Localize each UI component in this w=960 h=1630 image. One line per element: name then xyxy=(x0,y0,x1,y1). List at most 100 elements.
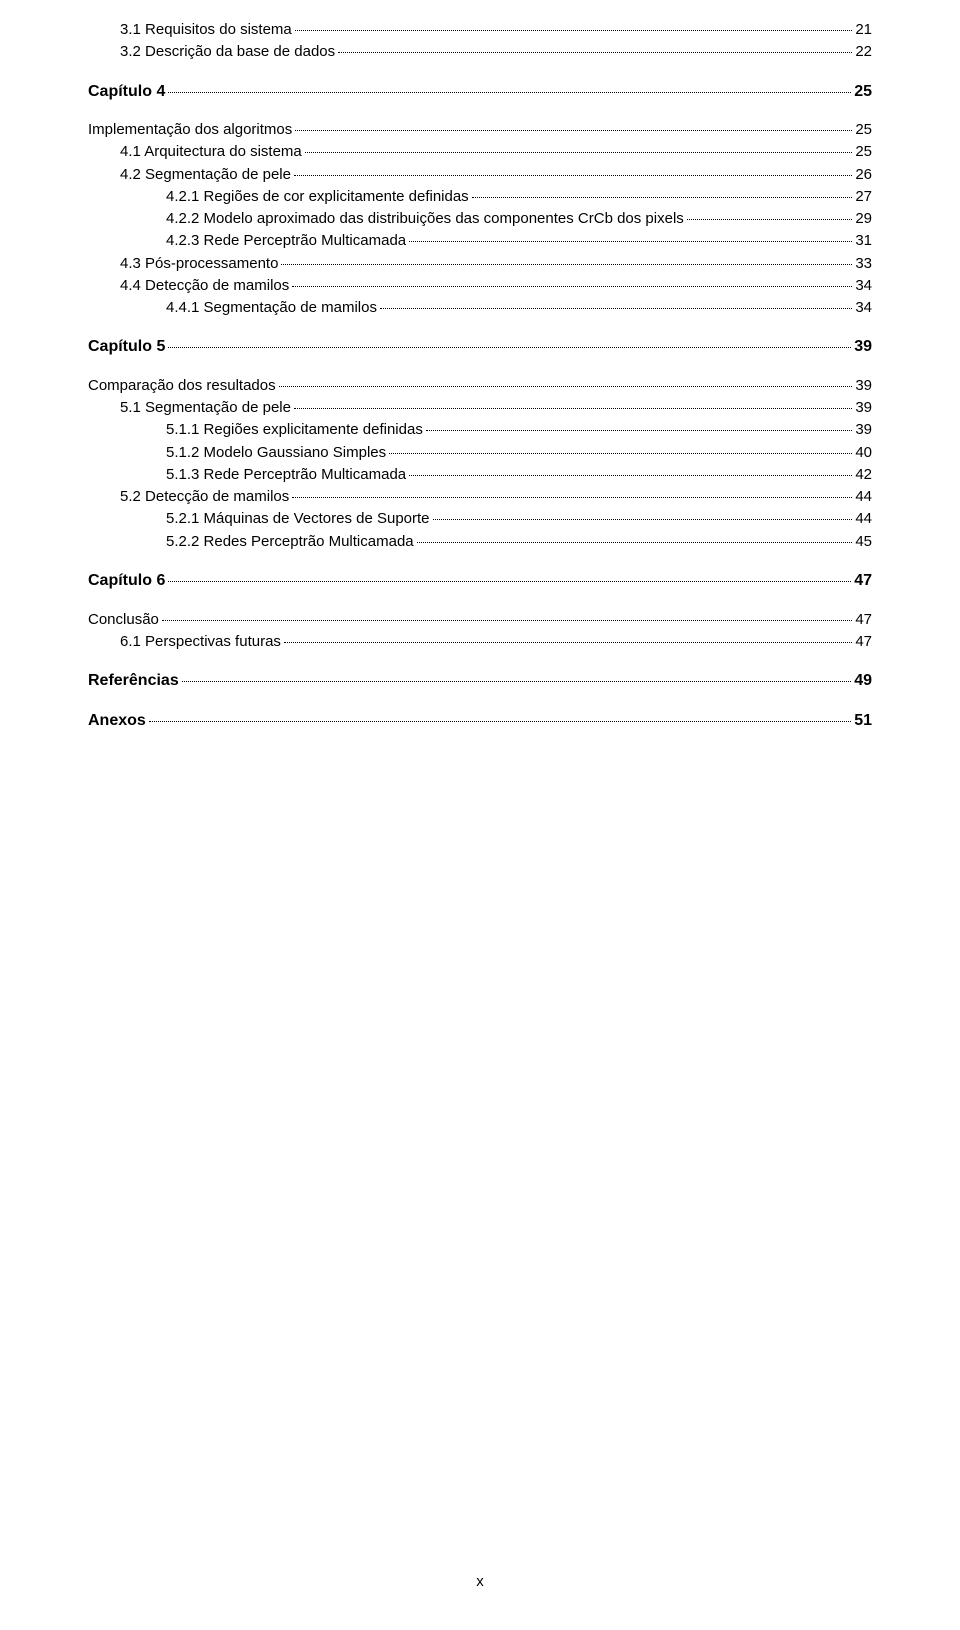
toc-entry-label: Implementação dos algoritmos xyxy=(88,120,292,140)
toc-entry: 5.1.3 Rede Perceptrão Multicamada 42 xyxy=(88,465,872,485)
toc-leader-dots xyxy=(295,30,853,31)
toc-entry-label: 5.1 Segmentação de pele xyxy=(120,398,291,418)
toc-entry-page: 47 xyxy=(855,610,872,630)
toc-entry: 5.1.1 Regiões explicitamente definidas 3… xyxy=(88,420,872,440)
toc-leader-dots xyxy=(389,453,852,454)
toc-leader-dots xyxy=(168,347,851,348)
toc-entry-label: 5.2.1 Máquinas de Vectores de Suporte xyxy=(166,509,430,529)
toc-entry-page: 49 xyxy=(854,670,872,692)
toc-entry: Capítulo 4 25 xyxy=(88,81,872,103)
toc-entry-page: 42 xyxy=(855,465,872,485)
toc-entry-page: 25 xyxy=(855,142,872,162)
toc-entry: Anexos 51 xyxy=(88,710,872,732)
toc-entry-page: 33 xyxy=(855,254,872,274)
toc-entry-page: 25 xyxy=(855,120,872,140)
toc-entry-page: 29 xyxy=(855,209,872,229)
toc-leader-dots xyxy=(168,92,851,93)
toc-entry: 4.2.3 Rede Perceptrão Multicamada 31 xyxy=(88,231,872,251)
toc-entry-page: 39 xyxy=(855,420,872,440)
toc-leader-dots xyxy=(279,386,853,387)
toc-entry: 5.2.1 Máquinas de Vectores de Suporte 44 xyxy=(88,509,872,529)
page-footer-number: x xyxy=(0,1573,960,1590)
toc-entry-page: 26 xyxy=(855,165,872,185)
toc-entry: 4.1 Arquitectura do sistema 25 xyxy=(88,142,872,162)
toc-entry: Implementação dos algoritmos 25 xyxy=(88,120,872,140)
toc-entry-page: 51 xyxy=(854,710,872,732)
toc-entry-page: 34 xyxy=(855,298,872,318)
toc-leader-dots xyxy=(295,130,852,131)
toc-entry: 3.1 Requisitos do sistema 21 xyxy=(88,20,872,40)
toc-entry: 4.4 Detecção de mamilos 34 xyxy=(88,276,872,296)
table-of-contents: 3.1 Requisitos do sistema 213.2 Descriçã… xyxy=(88,20,872,731)
toc-entry-label: Capítulo 6 xyxy=(88,570,165,592)
toc-entry-label: 5.2.2 Redes Perceptrão Multicamada xyxy=(166,532,414,552)
toc-entry-page: 45 xyxy=(855,532,872,552)
toc-leader-dots xyxy=(380,308,852,309)
toc-entry-page: 47 xyxy=(854,570,872,592)
toc-entry: 5.1 Segmentação de pele 39 xyxy=(88,398,872,418)
toc-entry-page: 27 xyxy=(855,187,872,207)
toc-leader-dots xyxy=(294,408,852,409)
toc-entry-label: 3.1 Requisitos do sistema xyxy=(120,20,292,40)
toc-entry: 4.2.2 Modelo aproximado das distribuiçõe… xyxy=(88,209,872,229)
toc-entry: 4.4.1 Segmentação de mamilos 34 xyxy=(88,298,872,318)
toc-leader-dots xyxy=(182,681,851,682)
toc-leader-dots xyxy=(305,152,853,153)
toc-entry: 4.3 Pós-processamento 33 xyxy=(88,254,872,274)
toc-leader-dots xyxy=(433,519,853,520)
toc-entry-label: 4.4 Detecção de mamilos xyxy=(120,276,289,296)
toc-leader-dots xyxy=(162,620,852,621)
toc-leader-dots xyxy=(417,542,853,543)
toc-entry-label: 4.3 Pós-processamento xyxy=(120,254,278,274)
toc-leader-dots xyxy=(409,241,852,242)
toc-entry-label: Referências xyxy=(88,670,179,692)
toc-entry-page: 21 xyxy=(855,20,872,40)
toc-entry-page: 39 xyxy=(855,398,872,418)
toc-entry-page: 47 xyxy=(855,632,872,652)
toc-entry-label: 4.2.3 Rede Perceptrão Multicamada xyxy=(166,231,406,251)
toc-entry-page: 39 xyxy=(855,376,872,396)
toc-entry-label: 6.1 Perspectivas futuras xyxy=(120,632,281,652)
toc-entry: 4.2.1 Regiões de cor explicitamente defi… xyxy=(88,187,872,207)
toc-leader-dots xyxy=(168,581,851,582)
toc-entry-page: 25 xyxy=(854,81,872,103)
toc-entry-label: Capítulo 4 xyxy=(88,81,165,103)
toc-leader-dots xyxy=(281,264,852,265)
toc-leader-dots xyxy=(426,430,852,431)
toc-leader-dots xyxy=(294,175,852,176)
toc-entry-label: 3.2 Descrição da base de dados xyxy=(120,42,335,62)
toc-leader-dots xyxy=(292,286,852,287)
toc-entry-page: 44 xyxy=(855,509,872,529)
toc-entry-label: 5.1.2 Modelo Gaussiano Simples xyxy=(166,443,386,463)
toc-entry: 5.2.2 Redes Perceptrão Multicamada 45 xyxy=(88,532,872,552)
toc-entry-label: 5.1.3 Rede Perceptrão Multicamada xyxy=(166,465,406,485)
toc-entry-page: 44 xyxy=(855,487,872,507)
toc-entry-page: 34 xyxy=(855,276,872,296)
toc-leader-dots xyxy=(338,52,852,53)
toc-entry: 4.2 Segmentação de pele 26 xyxy=(88,165,872,185)
toc-entry-label: Capítulo 5 xyxy=(88,336,165,358)
toc-entry-label: Comparação dos resultados xyxy=(88,376,276,396)
toc-entry-label: 4.1 Arquitectura do sistema xyxy=(120,142,302,162)
toc-leader-dots xyxy=(149,721,851,722)
toc-leader-dots xyxy=(687,219,853,220)
toc-leader-dots xyxy=(409,475,852,476)
toc-entry-page: 40 xyxy=(855,443,872,463)
toc-entry: 6.1 Perspectivas futuras 47 xyxy=(88,632,872,652)
toc-entry-label: 5.2 Detecção de mamilos xyxy=(120,487,289,507)
toc-entry: Referências 49 xyxy=(88,670,872,692)
toc-entry-label: 4.4.1 Segmentação de mamilos xyxy=(166,298,377,318)
toc-entry: Capítulo 6 47 xyxy=(88,570,872,592)
toc-entry: Comparação dos resultados 39 xyxy=(88,376,872,396)
toc-entry: 5.1.2 Modelo Gaussiano Simples 40 xyxy=(88,443,872,463)
toc-entry: 5.2 Detecção de mamilos 44 xyxy=(88,487,872,507)
toc-entry-label: 4.2.1 Regiões de cor explicitamente defi… xyxy=(166,187,469,207)
toc-entry: 3.2 Descrição da base de dados 22 xyxy=(88,42,872,62)
toc-entry-label: 4.2 Segmentação de pele xyxy=(120,165,291,185)
toc-leader-dots xyxy=(472,197,853,198)
toc-leader-dots xyxy=(292,497,852,498)
toc-entry-page: 31 xyxy=(855,231,872,251)
toc-entry-label: 5.1.1 Regiões explicitamente definidas xyxy=(166,420,423,440)
toc-entry: Conclusão 47 xyxy=(88,610,872,630)
toc-entry-label: 4.2.2 Modelo aproximado das distribuiçõe… xyxy=(166,209,684,229)
